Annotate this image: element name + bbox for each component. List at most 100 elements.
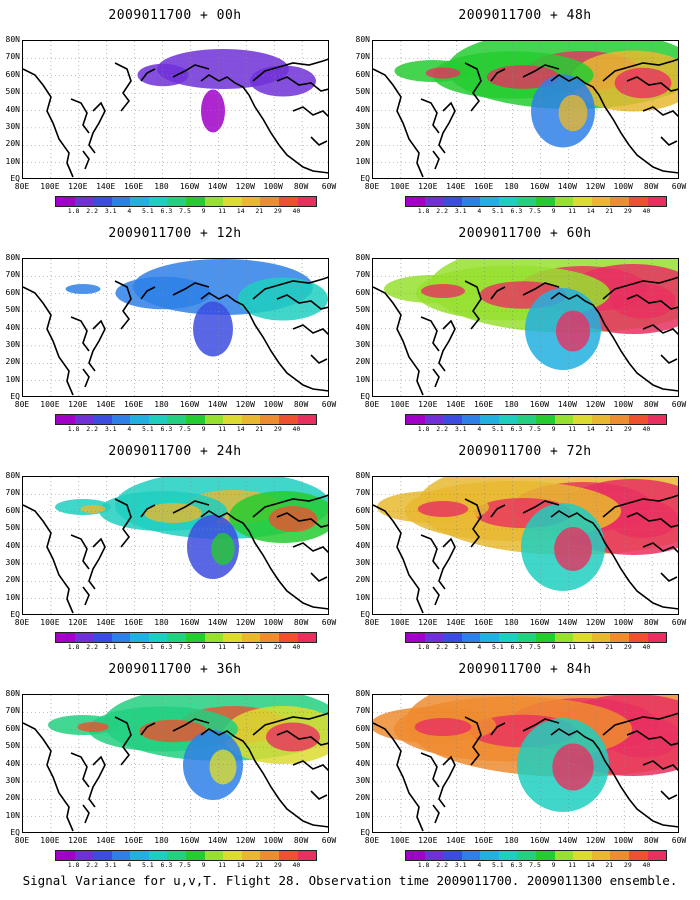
colorbar-tick-label: 4 [477, 861, 482, 869]
colorbar-swatch [517, 851, 537, 860]
map-frame [22, 40, 329, 179]
colorbar-tick-label: 6.3 [510, 861, 523, 869]
longitude-label: 160W [179, 836, 200, 845]
longitude-label: 140W [557, 182, 577, 191]
colorbar-tick-label: 9 [201, 207, 206, 215]
colorbar-tick-label: 11 [218, 643, 227, 651]
map-panel-24h: 2009011700 + 24h 80N 70N 60N 50N 40N 30N 20N 10N… [0, 436, 350, 654]
colorbar-swatch [443, 197, 462, 206]
colorbar [405, 850, 667, 861]
map-panel-84h: 2009011700 + 84h 80N 70N 60N 50N 40N 30N 20N 10N… [350, 654, 700, 872]
latitude-label: 40N [355, 322, 370, 332]
latitude-label: EQ [10, 392, 20, 401]
coastline [292, 106, 328, 118]
coastline [490, 722, 506, 736]
longitude-label: 120E [68, 182, 88, 191]
coastline [252, 58, 328, 82]
longitude-label: 80E [14, 836, 30, 845]
longitude-label: 160E [473, 618, 494, 627]
longitude-label: 100W [263, 182, 283, 191]
colorbar-tick-label: 6.3 [160, 425, 173, 433]
longitude-label: 180 [154, 618, 169, 627]
colorbar-swatch [111, 633, 131, 642]
latitude-label: 50N [355, 523, 370, 533]
coastline [292, 760, 328, 772]
longitude-label: 180 [504, 836, 519, 845]
colorbar-swatch [536, 633, 555, 642]
colorbar-swatch [130, 851, 149, 860]
variance-shading [554, 527, 592, 571]
colorbar-tick-label: 29 [623, 861, 632, 869]
variance-field-map [373, 41, 678, 178]
latitude-label: EQ [360, 828, 370, 837]
coastline [432, 150, 440, 170]
colorbar-tick-label: 3.1 [454, 207, 467, 215]
colorbar-tick-label: 14 [236, 207, 245, 215]
latitude-label: 20N [5, 793, 20, 803]
latitude-label: 10N [355, 592, 370, 602]
coastline [420, 316, 440, 352]
longitude-label: 180 [154, 400, 169, 409]
colorbar-swatch [148, 633, 168, 642]
colorbar-swatch [536, 851, 555, 860]
longitude-label: 80W [643, 182, 659, 191]
coastline [82, 368, 90, 388]
colorbar-swatch [480, 415, 499, 424]
longitude-label: 160E [123, 618, 144, 627]
longitude-label: 100W [263, 618, 283, 627]
coastline [626, 730, 678, 746]
longitude-label: 160E [123, 400, 144, 409]
latitude-label: 60N [355, 505, 370, 515]
coastline [490, 504, 506, 518]
coastline [23, 722, 74, 832]
latitude-label: 20N [355, 575, 370, 585]
longitude-label: 100E [40, 400, 60, 409]
colorbar-swatch [186, 197, 205, 206]
longitude-label: 80W [293, 182, 309, 191]
colorbar-swatch [297, 197, 317, 206]
colorbar-swatch [111, 197, 131, 206]
coastline [88, 319, 106, 372]
map-frame [22, 258, 329, 397]
longitude-label: 120E [418, 836, 438, 845]
coastline [550, 74, 678, 174]
coastline [252, 276, 328, 300]
longitude-label: 140W [207, 836, 227, 845]
colorbar-tick-label: 21 [605, 425, 614, 433]
coastline [310, 790, 328, 800]
colorbar-swatch [610, 415, 629, 424]
colorbar-swatch [498, 415, 518, 424]
colorbar-swatch [148, 851, 168, 860]
coastline [660, 136, 678, 146]
colorbar-tick-label: 29 [273, 643, 282, 651]
colorbar-tick-label: 11 [568, 861, 577, 869]
colorbar-swatch [93, 197, 112, 206]
longitude-label: 160W [179, 618, 200, 627]
latitude-label: 40N [5, 540, 20, 550]
colorbar-swatch [443, 415, 462, 424]
colorbar-swatch [461, 197, 481, 206]
longitude-label: 140W [557, 400, 577, 409]
colorbar-tick-label: 4 [127, 425, 132, 433]
colorbar-swatch [297, 851, 317, 860]
colorbar-swatch [204, 851, 224, 860]
coastline [310, 136, 328, 146]
latitude-label: 40N [355, 540, 370, 550]
colorbar-swatch [424, 633, 444, 642]
coastline [464, 280, 482, 330]
colorbar [405, 632, 667, 643]
colorbar-swatch [443, 633, 462, 642]
latitude-label: 30N [5, 339, 20, 349]
latitude-label: 40N [355, 758, 370, 768]
longitude-label: 140W [207, 400, 227, 409]
longitude-label: 100E [40, 182, 60, 191]
colorbar-swatch [186, 415, 205, 424]
map-panel-60h: 2009011700 + 60h 80N 70N 60N 50N 40N 30N 20N 10N… [350, 218, 700, 436]
colorbar-tick-label: 11 [218, 861, 227, 869]
variance-shading [486, 65, 560, 89]
latitude-label: 50N [355, 87, 370, 97]
latitude-label: 10N [355, 374, 370, 384]
coastline [420, 752, 440, 788]
longitude-label: 80W [643, 400, 659, 409]
colorbar-swatch [517, 633, 537, 642]
